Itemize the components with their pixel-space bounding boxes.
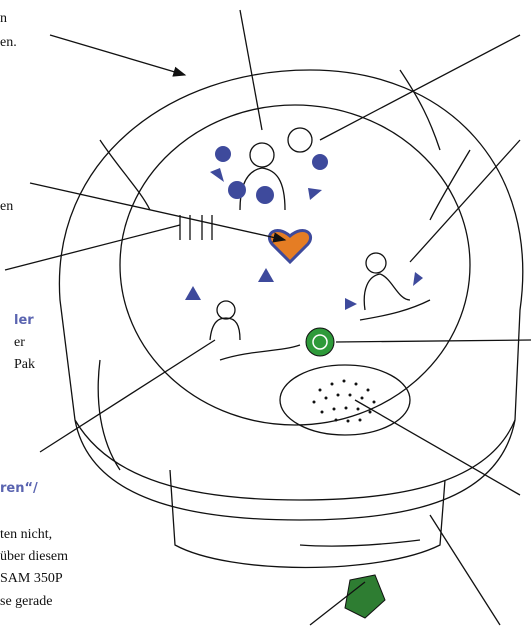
label: ten nicht, (0, 527, 52, 542)
label: über diesem (0, 549, 68, 564)
label: en. (0, 35, 17, 50)
label: n (0, 11, 7, 26)
label: se gerade (0, 594, 52, 609)
label: er (14, 335, 25, 350)
diagram: n en. en ler er Pak ren“/ ten nicht, übe… (0, 0, 531, 626)
leader-lines (5, 10, 531, 625)
label: ler (14, 313, 34, 328)
label: SAM 350P (0, 571, 63, 586)
label: ren“/ (0, 481, 38, 496)
device (59, 70, 522, 618)
label: en (0, 199, 13, 214)
label: Pak (14, 357, 35, 372)
